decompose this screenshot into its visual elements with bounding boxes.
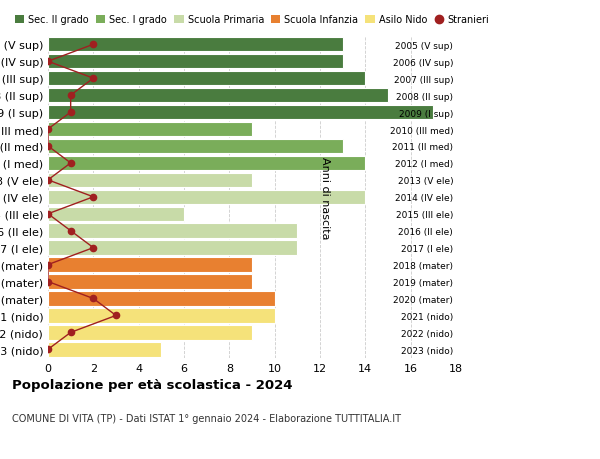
Text: Popolazione per età scolastica - 2024: Popolazione per età scolastica - 2024 (12, 379, 293, 392)
Bar (48, 190, 365, 205)
Bar (48, 207, 184, 222)
Bar (48, 308, 275, 323)
Bar (48, 106, 433, 120)
Bar (48, 342, 161, 357)
Bar (48, 55, 343, 69)
Bar (48, 224, 298, 238)
Bar (48, 89, 388, 103)
Bar (48, 258, 252, 272)
Bar (48, 123, 252, 137)
Y-axis label: Anni di nascita: Anni di nascita (320, 156, 330, 239)
Bar (48, 291, 275, 306)
Bar (48, 38, 343, 52)
Bar (48, 157, 365, 171)
Legend: Sec. II grado, Sec. I grado, Scuola Primaria, Scuola Infanzia, Asilo Nido, Stran: Sec. II grado, Sec. I grado, Scuola Prim… (15, 16, 489, 25)
Text: COMUNE DI VITA (TP) - Dati ISTAT 1° gennaio 2024 - Elaborazione TUTTITALIA.IT: COMUNE DI VITA (TP) - Dati ISTAT 1° genn… (12, 413, 401, 423)
Bar (48, 140, 343, 154)
Bar (48, 72, 365, 86)
Bar (48, 241, 298, 255)
Bar (48, 275, 252, 289)
Bar (48, 173, 252, 188)
Bar (48, 325, 252, 340)
